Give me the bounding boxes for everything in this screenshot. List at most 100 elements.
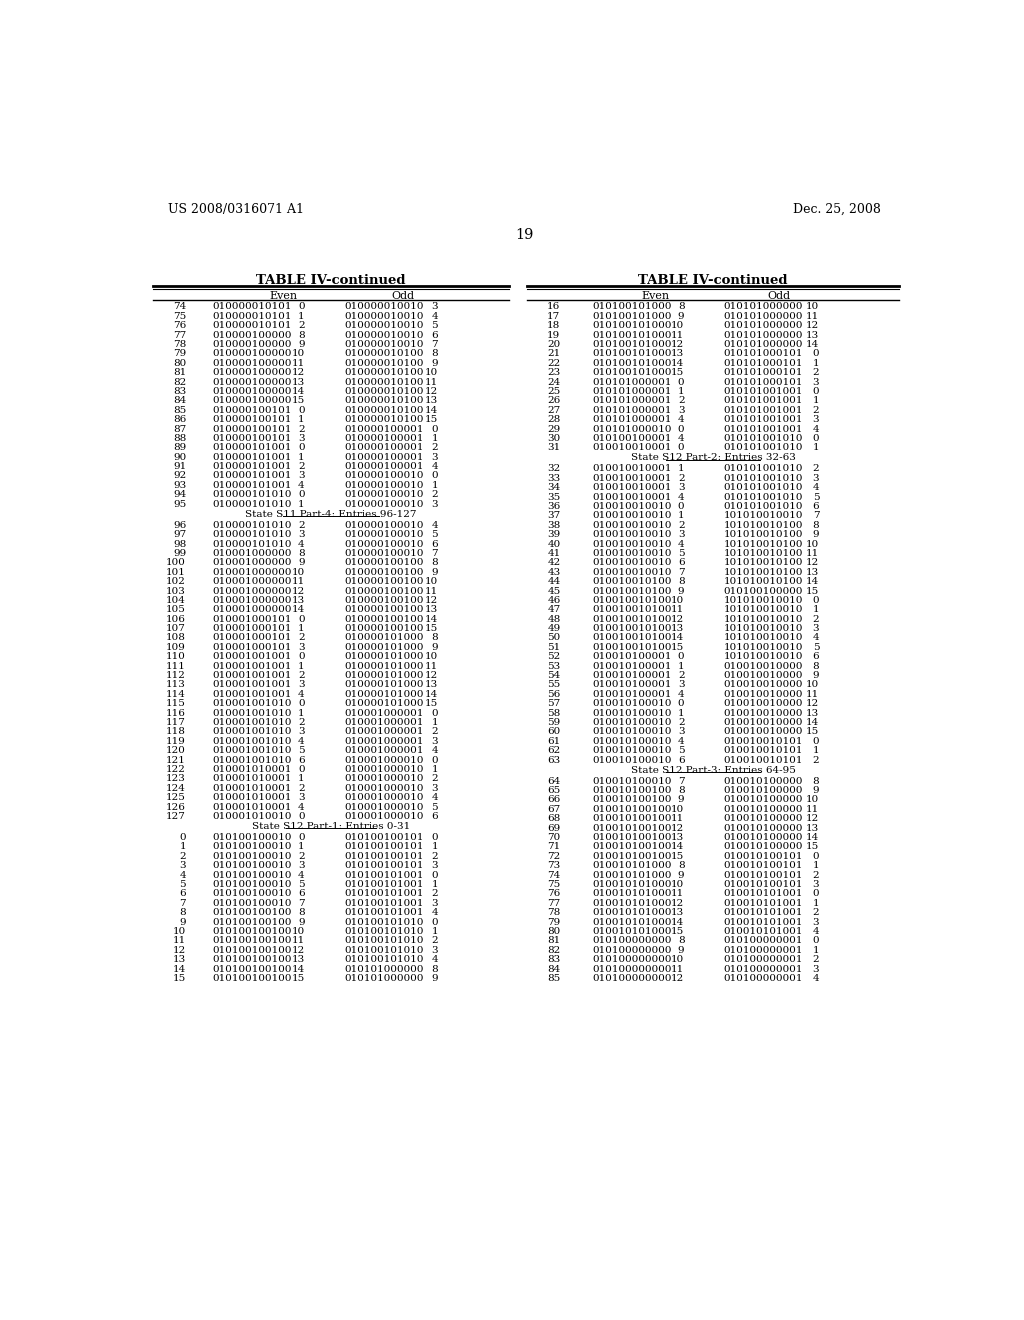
Text: 4: 4: [678, 414, 684, 424]
Text: 8: 8: [298, 330, 305, 339]
Text: 2: 2: [813, 368, 819, 378]
Text: 17: 17: [547, 312, 560, 321]
Text: 123: 123: [166, 775, 186, 783]
Text: 101010010010: 101010010010: [724, 652, 803, 661]
Text: 010010100010: 010010100010: [592, 700, 672, 709]
Text: 010100100001: 010100100001: [592, 434, 672, 444]
Text: 2: 2: [678, 396, 684, 405]
Text: 010101001001: 010101001001: [724, 387, 803, 396]
Text: 010001001010: 010001001010: [212, 718, 292, 727]
Text: 6: 6: [179, 890, 186, 899]
Text: 120: 120: [166, 746, 186, 755]
Text: 010101001001: 010101001001: [724, 414, 803, 424]
Text: 68: 68: [547, 814, 560, 824]
Text: 010100100100: 010100100100: [212, 917, 292, 927]
Text: 0: 0: [298, 615, 305, 624]
Text: 36: 36: [547, 502, 560, 511]
Text: 8: 8: [678, 936, 684, 945]
Text: 61: 61: [547, 737, 560, 746]
Text: 010001000101: 010001000101: [212, 634, 292, 643]
Text: 010000010100: 010000010100: [344, 414, 424, 424]
Text: 99: 99: [173, 549, 186, 558]
Text: 010000101001: 010000101001: [212, 462, 292, 471]
Text: 010000101010: 010000101010: [212, 500, 292, 508]
Text: 80: 80: [173, 359, 186, 368]
Text: 115: 115: [166, 700, 186, 709]
Text: 101010010100: 101010010100: [724, 568, 803, 577]
Text: 010100000000: 010100000000: [592, 936, 672, 945]
Text: 126: 126: [166, 803, 186, 812]
Text: 2: 2: [813, 755, 819, 764]
Text: 0: 0: [431, 755, 438, 764]
Text: 4: 4: [813, 425, 819, 433]
Text: 010001000010: 010001000010: [344, 784, 424, 793]
Text: 010101001010: 010101001010: [724, 434, 803, 444]
Text: 15: 15: [425, 414, 438, 424]
Text: 46: 46: [547, 595, 560, 605]
Text: TABLE IV-continued: TABLE IV-continued: [256, 275, 406, 286]
Text: 010010100101: 010010100101: [724, 851, 803, 861]
Text: 3: 3: [678, 727, 684, 737]
Text: 8: 8: [179, 908, 186, 917]
Text: 3: 3: [298, 471, 305, 480]
Text: 0: 0: [431, 471, 438, 480]
Text: 11: 11: [806, 312, 819, 321]
Text: 1: 1: [813, 746, 819, 755]
Text: 4: 4: [813, 927, 819, 936]
Text: 37: 37: [547, 511, 560, 520]
Text: 7: 7: [813, 511, 819, 520]
Text: 3: 3: [813, 880, 819, 890]
Text: 4: 4: [678, 690, 684, 698]
Text: 010001000010: 010001000010: [344, 803, 424, 812]
Text: 010001010001: 010001010001: [212, 803, 292, 812]
Text: 010100101010: 010100101010: [344, 936, 424, 945]
Text: 9: 9: [431, 974, 438, 983]
Text: 20: 20: [547, 341, 560, 348]
Text: 010010101000: 010010101000: [592, 861, 672, 870]
Text: 9: 9: [678, 312, 684, 321]
Text: 010010100000: 010010100000: [724, 776, 803, 785]
Text: 11: 11: [425, 586, 438, 595]
Text: 60: 60: [547, 727, 560, 737]
Text: 8: 8: [431, 634, 438, 643]
Text: 5: 5: [813, 492, 819, 502]
Text: 1: 1: [813, 606, 819, 614]
Text: 58: 58: [547, 709, 560, 718]
Text: 13: 13: [671, 908, 684, 917]
Text: 11: 11: [671, 606, 684, 614]
Text: 3: 3: [431, 861, 438, 870]
Text: 4: 4: [431, 908, 438, 917]
Text: 85: 85: [173, 405, 186, 414]
Text: 31: 31: [547, 444, 560, 453]
Text: 6: 6: [678, 755, 684, 764]
Text: 010100000000: 010100000000: [592, 946, 672, 954]
Text: 78: 78: [173, 341, 186, 348]
Text: 4: 4: [678, 492, 684, 502]
Text: 5: 5: [431, 803, 438, 812]
Text: 010100100100: 010100100100: [212, 965, 292, 974]
Text: 45: 45: [547, 586, 560, 595]
Text: 010010100100: 010010100100: [592, 824, 672, 833]
Text: 2: 2: [813, 908, 819, 917]
Text: 010101001010: 010101001010: [724, 444, 803, 453]
Text: 010010100000: 010010100000: [724, 833, 803, 842]
Text: 010000010100: 010000010100: [344, 405, 424, 414]
Text: 010000100100: 010000100100: [344, 624, 424, 634]
Text: 10: 10: [425, 652, 438, 661]
Text: 2: 2: [678, 718, 684, 727]
Text: 010000100000: 010000100000: [212, 368, 292, 378]
Text: 98: 98: [173, 540, 186, 549]
Text: 010010010010: 010010010010: [592, 531, 672, 539]
Text: 15: 15: [425, 624, 438, 634]
Text: 12: 12: [425, 387, 438, 396]
Text: 4: 4: [813, 974, 819, 983]
Text: 2: 2: [298, 671, 305, 680]
Text: 0: 0: [813, 890, 819, 899]
Text: 13: 13: [806, 330, 819, 339]
Text: 13: 13: [425, 396, 438, 405]
Text: 1: 1: [813, 396, 819, 405]
Text: 85: 85: [547, 974, 560, 983]
Text: 010010010010: 010010010010: [592, 568, 672, 577]
Text: 010100101001: 010100101001: [344, 908, 424, 917]
Text: 69: 69: [547, 824, 560, 833]
